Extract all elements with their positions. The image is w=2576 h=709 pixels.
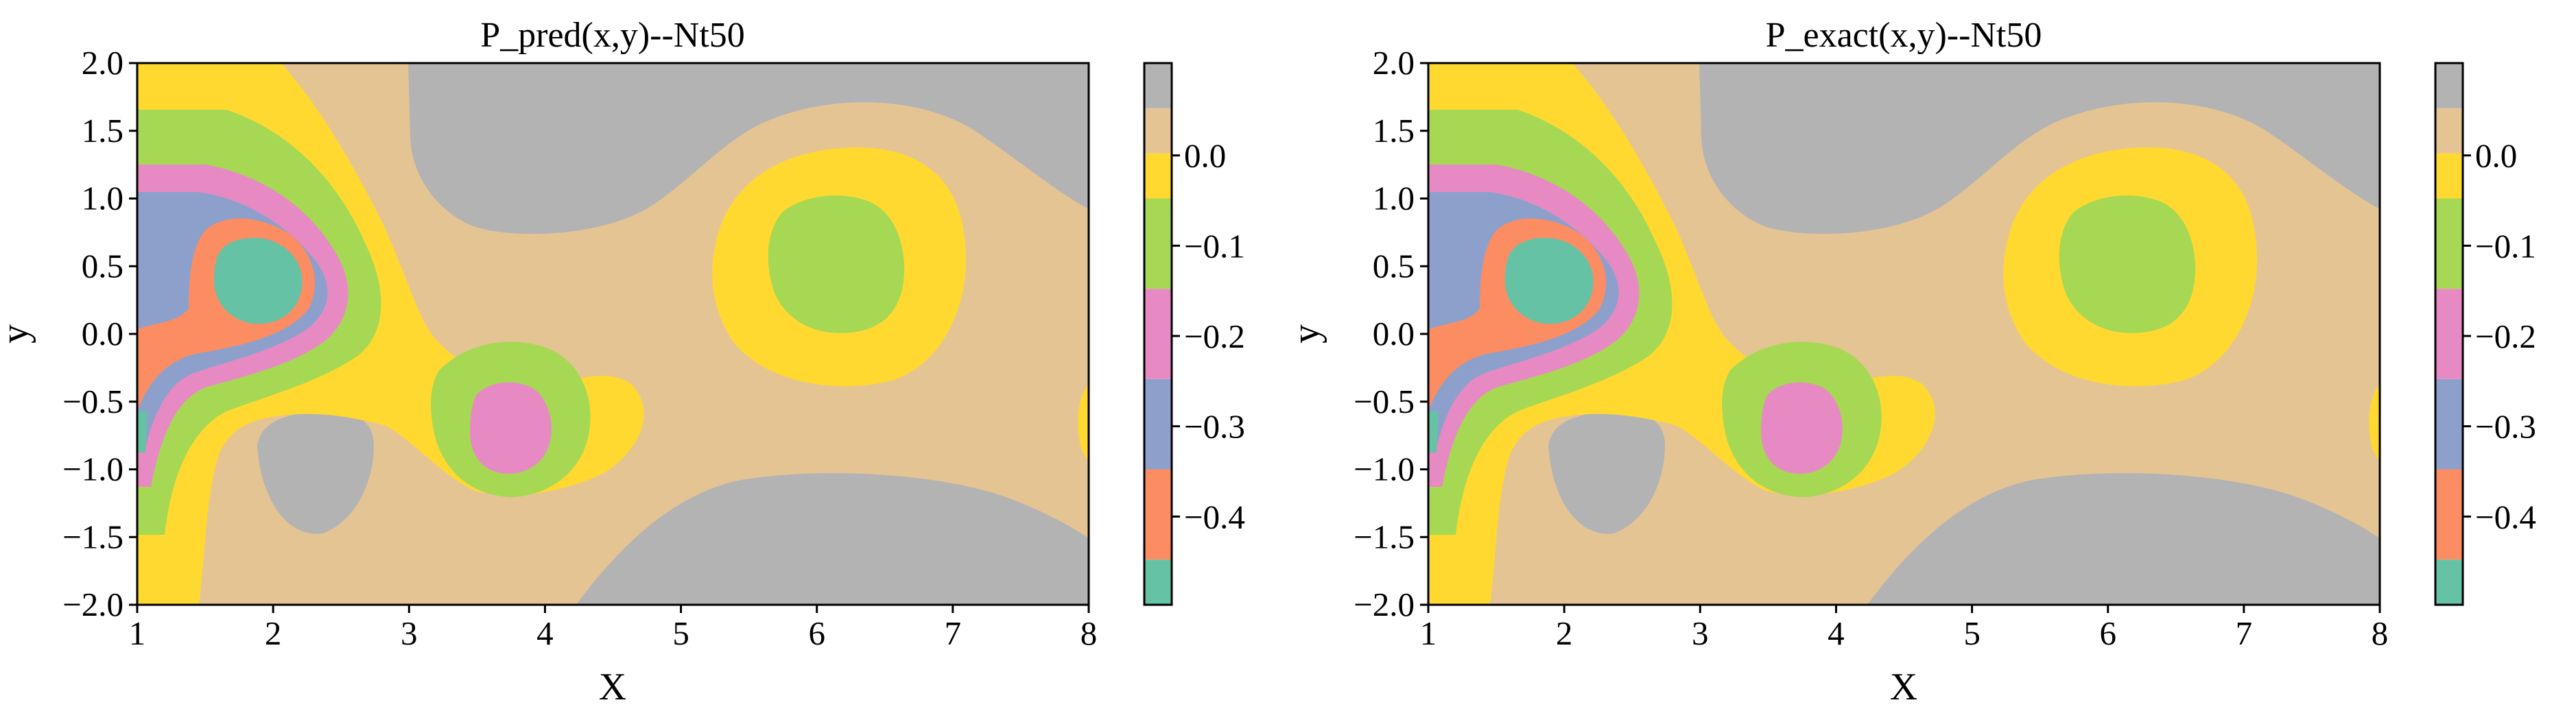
colorbar-band: [1144, 289, 1172, 379]
band-green-right: [768, 195, 905, 333]
plateau-bottom-region: [576, 473, 1089, 605]
y-tick-label: −1.5: [62, 518, 123, 555]
band-green-right: [2059, 195, 2196, 333]
x-tick-label: 4: [1828, 614, 1845, 652]
y-tick-label: 0.5: [82, 247, 123, 285]
panel-pred: P_pred(x,y)--Nt50: [0, 16, 1097, 708]
y-tick-label: 1.0: [82, 180, 123, 217]
x-tick-label: 6: [808, 614, 825, 652]
band-pink-mid: [1761, 382, 1843, 474]
panel-exact: P_exact(x,y)--Nt50 1 2 3 4: [1285, 16, 2388, 708]
x-tick-label: 1: [129, 614, 146, 652]
plateau-top-region: [408, 63, 1089, 235]
x-tick-label: 2: [1556, 614, 1573, 652]
colorbar-band: [1144, 378, 1172, 470]
panel-pred-xlabel: X: [599, 666, 626, 708]
colorbar-tick-label: −0.4: [2475, 498, 2536, 536]
panel-exact-ylabel: y: [1285, 324, 1327, 344]
colorbar-band: [2435, 63, 2463, 108]
y-tick-label: 2.0: [1373, 44, 1415, 82]
y-tick-label: 0.0: [82, 315, 123, 352]
contour-fill-group: [1428, 63, 2380, 605]
x-tick-label: 6: [2099, 614, 2116, 652]
band-pink-mid: [470, 382, 552, 474]
x-tick-label: 7: [945, 614, 962, 652]
colorbar-tick-label: −0.1: [1184, 227, 1245, 265]
panel-pred-title: P_pred(x,y)--Nt50: [480, 16, 745, 55]
panel-exact-title: P_exact(x,y)--Nt50: [1766, 16, 2042, 55]
x-tick-label: 1: [1420, 614, 1437, 652]
band-yellow-edge: [2369, 384, 2380, 461]
colorbar-tick-label: −0.2: [1184, 317, 1245, 355]
plateau-top-region: [1699, 63, 2380, 235]
band-teal-core: [1505, 237, 1594, 324]
colorbar-tick-label: −0.2: [2475, 317, 2536, 355]
y-tick-label: 0.0: [1373, 315, 1415, 352]
panel-pred-axes: 1 2 3 4 5 6 7 8 2.0 1.5 1.0 0.5 0.0 −0.5 −1.0 −1.5 −2.0: [62, 44, 1097, 652]
colorbar-band: [1144, 63, 1172, 108]
band-teal-core: [214, 237, 303, 324]
colorbar-tick-label: −0.4: [1184, 498, 1245, 536]
y-tick-label: −2.0: [1354, 586, 1415, 623]
colorbar-tick-label: −0.3: [1184, 408, 1245, 446]
y-tick-label: −0.5: [1354, 383, 1415, 420]
contour-fill-group: [137, 63, 1089, 605]
panel-pred-contours: [137, 63, 1089, 605]
colorbar-band: [1144, 108, 1172, 154]
band-yellow-edge: [1078, 384, 1089, 461]
y-tick-label: −1.5: [1354, 518, 1415, 555]
colorbar-frame: [1143, 62, 1173, 606]
panel-exact-axes: 1 2 3 4 5 6 7 8 2.0 1.5 1.0 0.5 0.0 −0.5 −1.0 −1.5 −2.0: [1354, 44, 2388, 652]
colorbar-band: [2435, 153, 2463, 199]
colorbar-band: [2435, 560, 2463, 605]
colorbar-tick-label: 0.0: [1184, 137, 1226, 175]
y-tick-label: 1.5: [1373, 112, 1415, 149]
colorbar-exact: 0.0 −0.1 −0.2 −0.3 −0.4: [2434, 62, 2536, 606]
x-tick-label: 5: [1963, 614, 1981, 652]
panel-exact-contours: [1428, 63, 2380, 605]
colorbar-tick-label: 0.0: [2475, 137, 2517, 175]
colorbar-tick-label: −0.1: [2475, 227, 2536, 265]
y-tick-label: −2.0: [62, 586, 123, 623]
y-tick-label: 1.0: [1373, 180, 1415, 217]
plateau-small-region: [1548, 411, 1665, 534]
plateau-small-region: [257, 411, 374, 534]
colorbar-band: [2435, 289, 2463, 379]
plateau-bottom-region: [1867, 473, 2380, 605]
colorbar-band: [2435, 108, 2463, 154]
colorbar-pred: 0.0 −0.1 −0.2 −0.3 −0.4: [1143, 62, 1245, 606]
x-tick-label: 2: [265, 614, 282, 652]
band-edge-strip: [137, 411, 147, 453]
colorbar-band: [2435, 469, 2463, 560]
panel-pred-ylabel: y: [0, 324, 36, 344]
x-tick-label: 3: [401, 614, 418, 652]
y-tick-label: 0.5: [1373, 247, 1415, 285]
colorbar-band: [2435, 198, 2463, 289]
x-tick-label: 8: [1080, 614, 1098, 652]
colorbar-frame: [2434, 62, 2464, 606]
band-edge-strip: [1428, 411, 1439, 453]
panel-exact-xlabel: X: [1890, 666, 1917, 708]
colorbar-band: [1144, 469, 1172, 560]
y-tick-label: 2.0: [82, 44, 123, 82]
y-tick-label: 1.5: [82, 112, 123, 149]
colorbar-band: [1144, 560, 1172, 605]
y-tick-label: −1.0: [1354, 450, 1415, 488]
colorbar-band: [2435, 378, 2463, 470]
x-tick-label: 5: [672, 614, 689, 652]
x-tick-label: 8: [2372, 614, 2389, 652]
x-tick-label: 3: [1692, 614, 1709, 652]
y-tick-label: −0.5: [62, 383, 123, 420]
colorbar-band: [1144, 153, 1172, 199]
x-tick-label: 7: [2236, 614, 2253, 652]
colorbar-band: [1144, 198, 1172, 289]
x-tick-label: 4: [536, 614, 554, 652]
colorbar-tick-label: −0.3: [2475, 408, 2536, 446]
y-tick-label: −1.0: [62, 450, 123, 488]
